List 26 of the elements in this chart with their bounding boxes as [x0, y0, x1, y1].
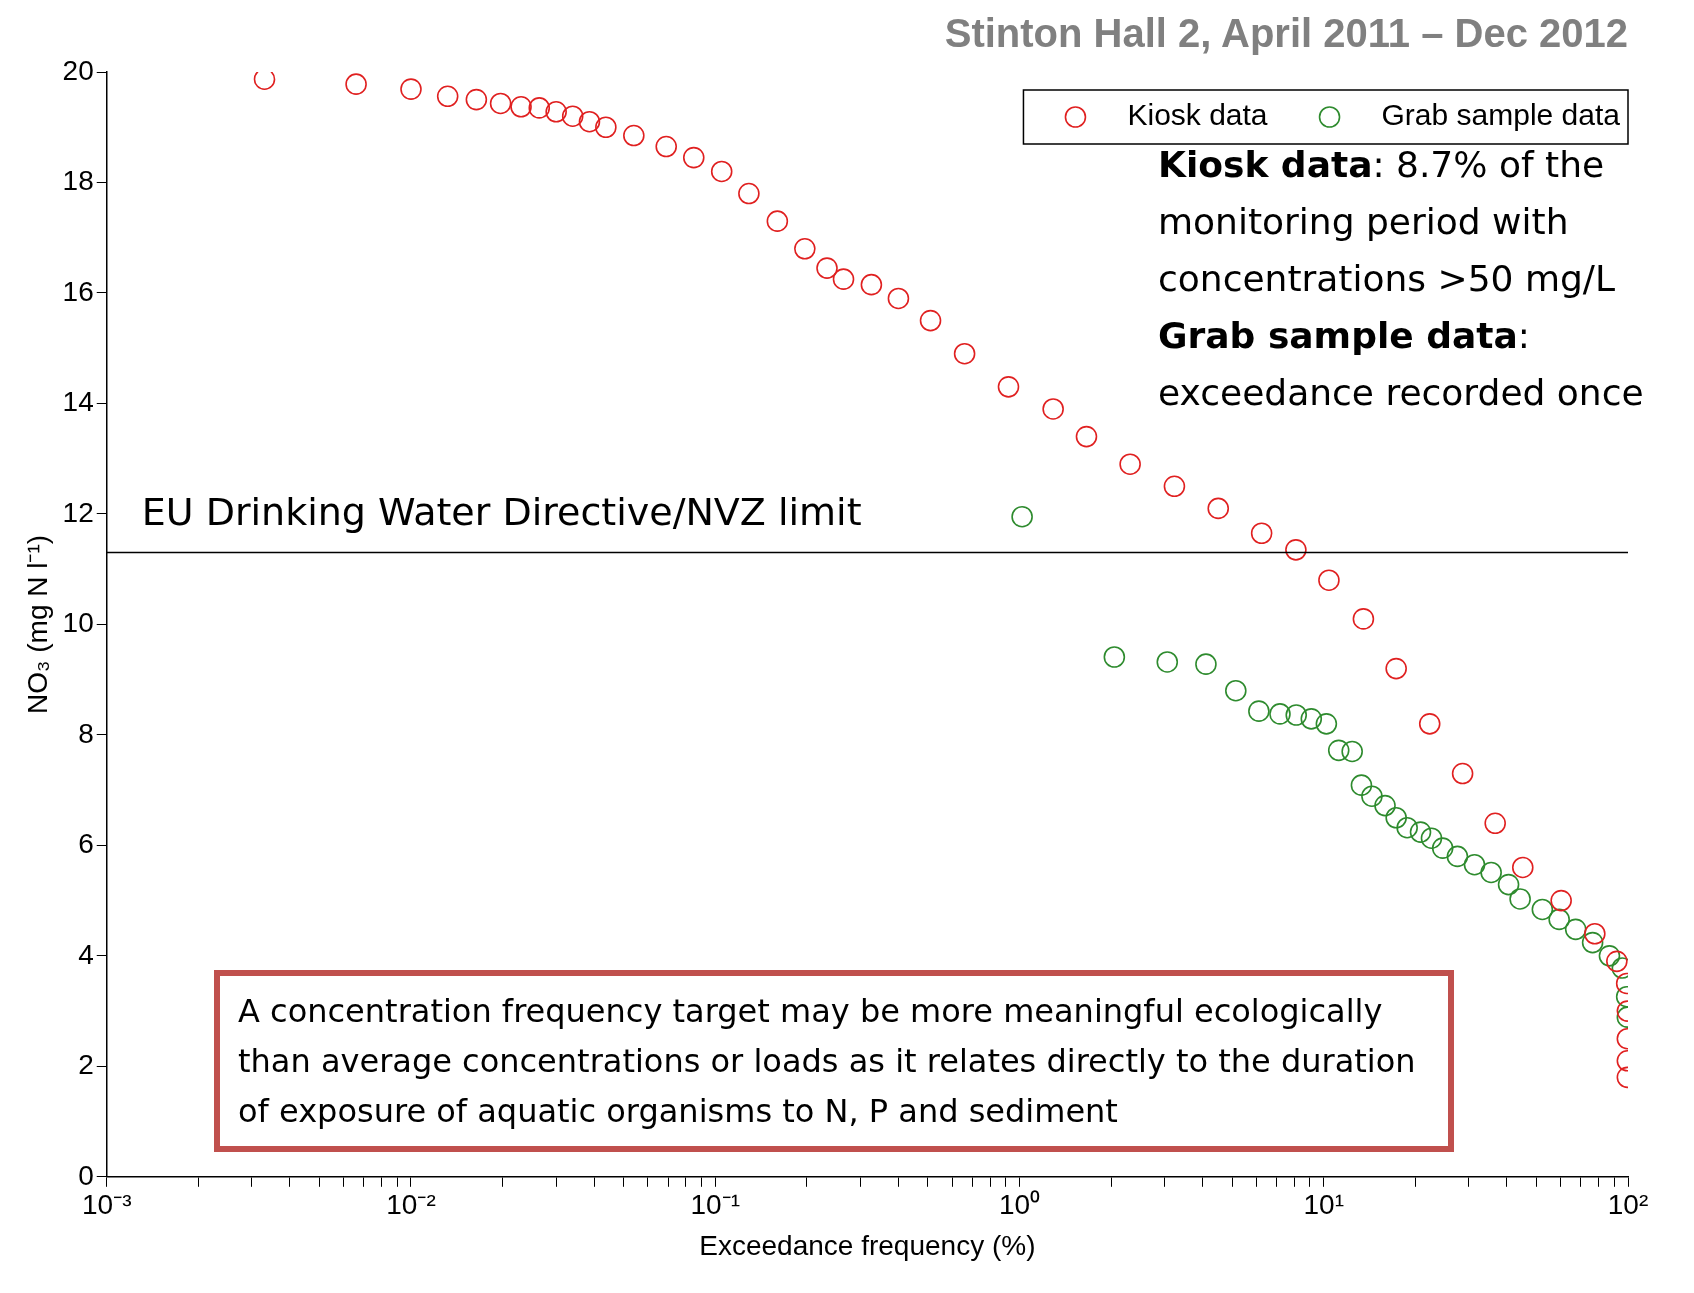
y-tick-label: 18 — [62, 165, 94, 197]
ref-line-label: EU Drinking Water Directive/NVZ limit — [141, 490, 862, 535]
y-tick-label: 8 — [78, 717, 94, 749]
x-tick-label: 10⁻¹ — [690, 1189, 740, 1221]
x-tick-label: 10⁰ — [998, 1189, 1041, 1221]
y-tick-label: 0 — [78, 1159, 94, 1191]
y-tick-label: 4 — [78, 938, 94, 970]
chart-title: Stinton Hall 2, April 2011 – Dec 2012 — [944, 11, 1628, 56]
x-tick-label: 10⁻² — [386, 1189, 436, 1221]
annotation: Grab sample data: exceedance recorded once — [1158, 315, 1644, 413]
y-tick-label: 10 — [62, 607, 94, 639]
x-axis-title: Exceedance frequency (%) — [699, 1229, 1036, 1261]
y-axis-title: NO₃ (mg N l⁻¹) — [21, 534, 53, 714]
y-tick-label: 6 — [78, 828, 94, 860]
annotation: A concentration frequency target may be more meaningful ecologically than average concentrations or loads as it relates directly to the duration of exposure of aquatic organisms to N, P and sediment — [214, 970, 1454, 1152]
annotation: Kiosk data: 8.7% of the monitoring period with concentrations >50 mg/L — [1158, 144, 1616, 299]
y-tick-label: 20 — [62, 54, 94, 86]
legend-label: Kiosk data — [1127, 98, 1268, 132]
y-tick-label: 2 — [78, 1049, 94, 1081]
y-tick-label: 16 — [62, 275, 94, 307]
x-tick-label: 10⁻³ — [82, 1189, 132, 1221]
x-tick-label: 10² — [1607, 1189, 1649, 1221]
y-tick-label: 14 — [62, 386, 94, 418]
y-tick-label: 12 — [62, 496, 94, 528]
x-tick-label: 10¹ — [1303, 1189, 1344, 1221]
legend-label: Grab sample data — [1381, 98, 1621, 132]
